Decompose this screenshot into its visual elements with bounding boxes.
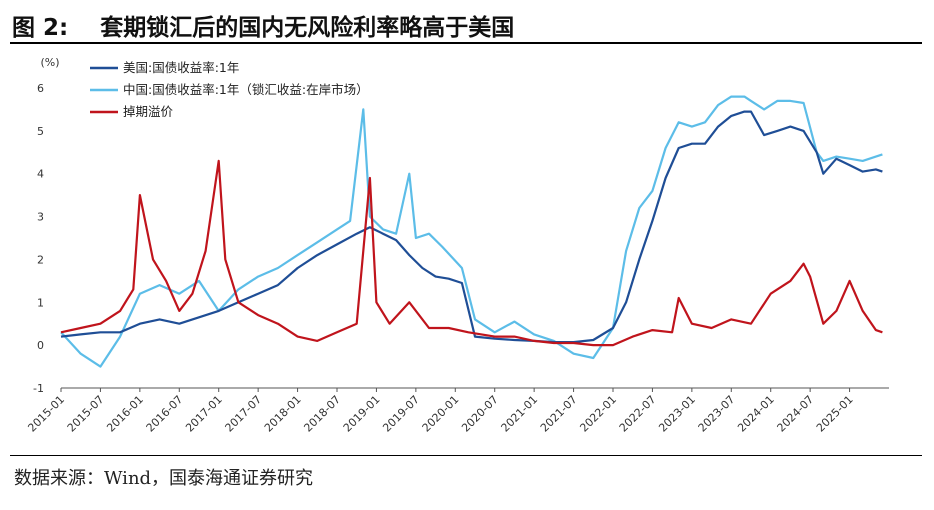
x-tick-label: 2016-07 [144,393,186,435]
y-tick-label: -1 [33,382,44,395]
x-tick-label: 2022-07 [617,393,659,435]
legend-label-2: 中国:国债收益率:1年（锁汇收益:在岸市场） [123,82,369,97]
x-tick-label: 2015-07 [65,393,107,435]
y-axis-unit: (%) [40,56,59,69]
chart-area: -1 0 1 2 3 4 5 6 (%) 2015-012015-072016-012016-07… [25,56,889,435]
x-tick-label: 2024-07 [775,393,817,435]
legend-label-1: 美国:国债收益率:1年 [123,60,239,75]
x-tick-label: 2015-01 [25,393,67,435]
source-note: 数据来源：Wind，国泰海通证券研究 [14,468,314,489]
x-tick-label: 2017-07 [223,393,265,435]
x-tick-label: 2022-01 [577,393,619,435]
y-tick-label: 2 [37,253,44,266]
legend-label-3: 掉期溢价 [123,104,174,119]
x-tick-label: 2023-07 [696,393,738,435]
series-lines [60,95,883,368]
series-line-3 [60,159,883,347]
y-tick-label: 3 [37,211,44,224]
x-tick-label: 2018-01 [262,393,304,435]
x-tick-label: 2020-07 [459,393,501,435]
x-tick-label: 2019-07 [380,393,422,435]
x-tick-label: 2018-07 [301,393,343,435]
figure-title: 图 2: 套期锁汇后的国内无风险利率略高于美国 [12,15,515,41]
x-tick-label: 2021-01 [499,393,541,435]
x-tick-label: 2025-01 [814,393,856,435]
title-rule [10,42,922,44]
x-tick-label: 2023-01 [656,393,698,435]
y-tick-label: 0 [37,339,44,352]
y-tick-label: 6 [37,82,44,95]
y-tick-label: 5 [37,125,44,138]
x-tick-label: 2020-01 [420,393,462,435]
y-tick-label: 4 [37,168,44,181]
x-tick-label: 2017-01 [183,393,225,435]
x-tick-label: 2019-01 [341,393,383,435]
x-tick-label: 2024-01 [735,393,777,435]
footer-rule [10,455,922,456]
x-tick-label: 2021-07 [538,393,580,435]
series-line-2 [60,95,883,368]
y-tick-label: 1 [37,296,44,309]
series-line-1 [60,110,883,344]
x-tick-label: 2016-01 [104,393,146,435]
